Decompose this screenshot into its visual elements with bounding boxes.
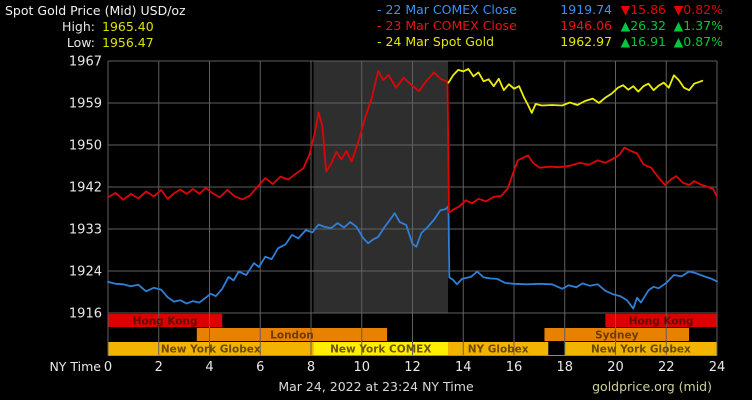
session-label-ny-globex: NY Globex: [468, 344, 529, 356]
x-tick-label: 2: [155, 360, 163, 375]
x-tick-label: 6: [256, 360, 264, 375]
legend-row: - 24 Mar Spot Gold 1962.97 ▲16.91 ▲0.87%: [0, 34, 752, 50]
y-tick-label: 1950: [69, 139, 102, 154]
session-bar-new-york-globex: [108, 342, 314, 355]
legend-series-label: - 23 Mar COMEX Close: [377, 18, 517, 33]
session-label-hong-kong: Hong Kong: [133, 316, 198, 328]
goldprice-source-link[interactable]: goldprice.org (mid): [592, 379, 712, 394]
session-label-new-york-globex: New York Globex: [161, 344, 261, 356]
session-label-london: London: [270, 330, 314, 342]
page-title: Spot Gold Price (Mid) USD/oz: [5, 3, 186, 18]
legend-series-label: - 24 Mar Spot Gold: [377, 34, 495, 49]
session-bar-new-york-globex: [564, 342, 717, 355]
legend-series-value: 1962.97: [560, 34, 612, 49]
session-bar-london: [196, 328, 388, 341]
low-label: Low:: [66, 35, 95, 50]
legend-row: - 23 Mar COMEX Close 1946.06 ▲26.32 ▲1.37%: [0, 18, 752, 34]
price-line-23-mar-comex-close: [107, 69, 718, 214]
x-axis-title: NY Time: [49, 359, 101, 374]
session-bar-ny-globex: [448, 342, 549, 355]
y-tick-label: 1942: [69, 181, 102, 196]
y-tick-label: 1959: [69, 97, 102, 112]
y-tick-label: 1924: [69, 265, 102, 280]
x-tick-label: 18: [556, 360, 573, 375]
session-label-sydney: Sydney: [595, 330, 639, 342]
legend-series-change-pct: ▲0.87%: [673, 34, 723, 49]
x-tick-label: 12: [404, 360, 421, 375]
legend-series-label: - 22 Mar COMEX Close: [377, 2, 517, 17]
legend-row: - 22 Mar COMEX Close 1919.74 ▼15.86 ▼0.82%: [0, 2, 752, 18]
legend-series-value: 1919.74: [560, 2, 612, 17]
session-label-hong-kong: Hong Kong: [629, 316, 694, 328]
chart-timestamp: Mar 24, 2022 at 23:24 NY Time: [278, 379, 474, 394]
legend-series-change: ▲26.32: [620, 18, 666, 33]
legend: - 22 Mar COMEX Close 1919.74 ▼15.86 ▼0.82% -…: [0, 2, 752, 50]
high-label: High:: [62, 19, 95, 34]
session-bar-new-york-comex: [313, 342, 449, 355]
y-tick-label: 1967: [69, 55, 102, 70]
x-tick-label: 4: [205, 360, 213, 375]
session-bar-sydney: [544, 328, 690, 341]
price-line-22-mar-comex-close: [107, 205, 718, 310]
x-tick-label: 24: [709, 360, 726, 375]
x-tick-label: 22: [658, 360, 675, 375]
x-tick-label: 10: [353, 360, 370, 375]
session-bar-hong-kong: [605, 314, 717, 327]
session-bar-hong-kong: [108, 314, 223, 327]
legend-series-value: 1946.06: [560, 18, 612, 33]
high-value: 1965.40: [102, 19, 154, 34]
session-label-new-york-globex: New York Globex: [591, 344, 691, 356]
gold-price-line-chart: Hong Kong Hong Kong London Sydney New York G…: [49, 55, 726, 375]
x-tick-label: 8: [307, 360, 315, 375]
legend-series-change-pct: ▲1.37%: [673, 18, 723, 33]
x-tick-label: 14: [455, 360, 472, 375]
legend-series-change-pct: ▼0.82%: [673, 2, 723, 17]
x-tick-label: 20: [607, 360, 624, 375]
x-tick-label: 0: [104, 360, 112, 375]
low-value: 1956.47: [102, 35, 154, 50]
price-line-24-mar-spot-gold: [447, 67, 704, 114]
x-tick-label: 16: [506, 360, 523, 375]
legend-series-change: ▲16.91: [620, 34, 666, 49]
legend-series-change: ▼15.86: [620, 2, 666, 17]
y-tick-label: 1933: [69, 223, 102, 238]
session-label-new-york-comex: New York COMEX: [330, 344, 431, 356]
y-tick-label: 1916: [69, 307, 102, 322]
